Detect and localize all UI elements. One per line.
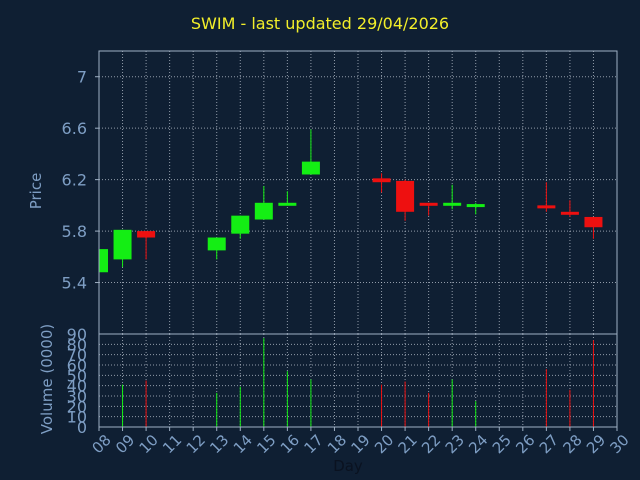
price-tick-label: 5.4 <box>62 274 87 293</box>
price-tick-label: 5.8 <box>62 222 87 241</box>
candle-body <box>466 204 485 208</box>
x-tick-label: 20 <box>371 431 397 457</box>
candle-body <box>301 161 320 175</box>
volume-tick-label: 40 <box>67 377 87 396</box>
x-tick-label: 24 <box>465 431 491 457</box>
x-tick-label: 26 <box>512 431 538 457</box>
price-tick-label: 6.6 <box>62 119 87 138</box>
volume-tick-label: 80 <box>67 335 87 354</box>
chart-title: SWIM - last updated 29/04/2026 <box>190 14 450 33</box>
x-tick-label: 30 <box>607 431 633 457</box>
x-tick-label: 13 <box>206 431 232 457</box>
volume-axis-label: Volume (0000) <box>38 323 56 435</box>
candle-body <box>560 211 579 215</box>
x-tick-label: 18 <box>324 431 350 457</box>
x-tick-label: 25 <box>489 431 515 457</box>
x-tick-label: 10 <box>136 431 162 457</box>
candle-body <box>419 202 438 206</box>
volume-tick-label: 20 <box>67 397 87 416</box>
candle-body <box>99 249 108 273</box>
volume-tick-label: 10 <box>67 408 87 427</box>
x-axis-label: Day <box>333 457 363 475</box>
candle-body <box>537 205 556 209</box>
x-tick-label: 21 <box>395 431 421 457</box>
x-tick-label: 27 <box>536 431 562 457</box>
candle-body <box>113 229 132 260</box>
candle-body <box>278 202 297 206</box>
x-tick-label: 29 <box>583 431 609 457</box>
candle-body <box>207 237 226 251</box>
x-tick-label: 12 <box>183 431 209 457</box>
candle-body <box>137 231 156 238</box>
x-tick-label: 16 <box>277 431 303 457</box>
x-tick-label: 15 <box>253 431 279 457</box>
volume-tick-label: 30 <box>67 387 87 406</box>
candle-body <box>584 216 603 228</box>
volume-plot-area <box>99 334 617 427</box>
x-tick-label: 23 <box>442 431 468 457</box>
price-tick-label: 7 <box>77 68 87 87</box>
x-tick-label: 08 <box>89 431 115 457</box>
volume-tick-label: 60 <box>67 356 87 375</box>
candle-body <box>254 202 273 220</box>
x-tick-label: 17 <box>300 431 326 457</box>
volume-tick-label: 70 <box>67 346 87 365</box>
candle-body <box>372 178 391 183</box>
x-tick-label: 11 <box>159 431 185 457</box>
candle-body <box>443 202 462 206</box>
price-axis-label: Price <box>27 172 45 210</box>
candle-body <box>396 180 415 212</box>
x-tick-label: 28 <box>559 431 585 457</box>
x-tick-label: 14 <box>230 431 256 457</box>
volume-tick-label: 90 <box>67 325 87 344</box>
volume-tick-label: 0 <box>77 418 87 437</box>
candle-body <box>231 215 250 234</box>
price-tick-label: 6.2 <box>62 171 87 190</box>
volume-tick-label: 50 <box>67 366 87 385</box>
x-tick-label: 19 <box>348 431 374 457</box>
x-tick-label: 22 <box>418 431 444 457</box>
x-tick-label: 09 <box>112 431 138 457</box>
